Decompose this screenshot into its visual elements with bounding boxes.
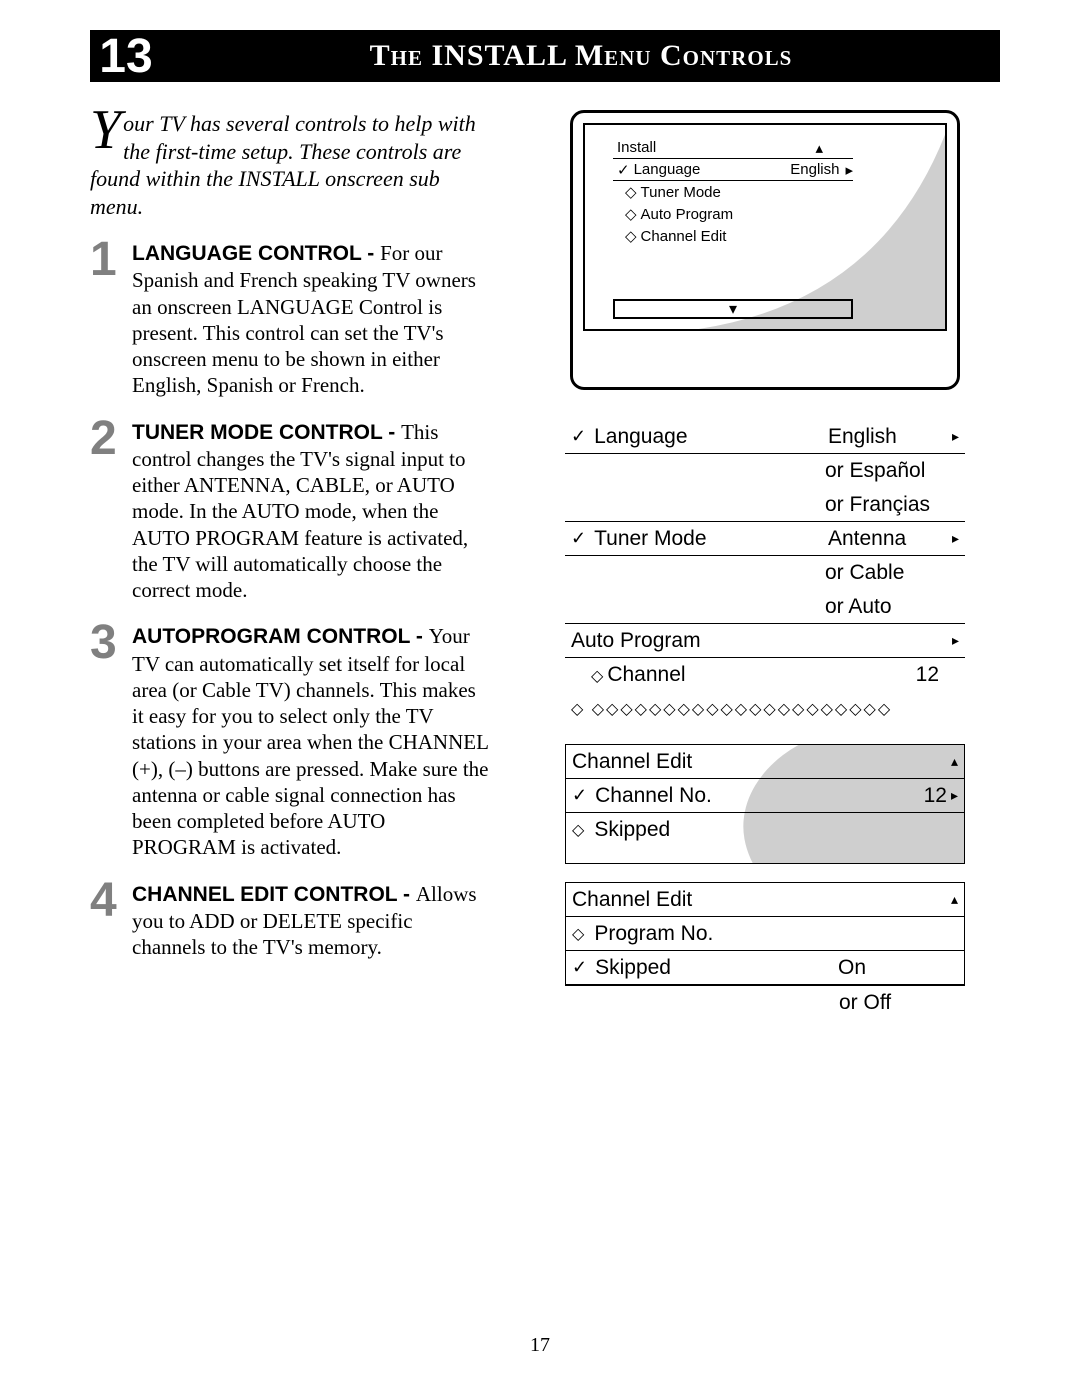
dropcap: Y — [90, 110, 123, 150]
tv-row-value: English — [790, 161, 845, 178]
right-arrow-icon: ▸ — [952, 632, 959, 649]
language-alt: or Françias — [825, 493, 945, 517]
diamond-icon: ◇ — [625, 183, 637, 201]
step-4: 4 CHANNEL EDIT CONTROL - Allows you to A… — [90, 881, 490, 961]
step-body: Your TV can automatically set itself for… — [132, 624, 488, 859]
step-title: LANGUAGE CONTROL - — [132, 242, 380, 265]
right-arrow-icon: ▸ — [845, 161, 853, 179]
tv-menu-header: Install — [613, 139, 815, 156]
step-2: 2 TUNER MODE CONTROL - This control chan… — [90, 419, 490, 604]
tuner-value: Antenna — [828, 527, 948, 551]
skipped-alt: or Off — [839, 991, 959, 1015]
text-column: Your TV has several controls to help wit… — [90, 110, 490, 1020]
channel-label: Channel — [591, 663, 686, 687]
tv-illustration: Install▴ ✓LanguageEnglish▸ ◇Tuner Mode ◇… — [570, 110, 960, 390]
channel-no-value: 12 — [924, 784, 947, 808]
step-title: AUTOPROGRAM CONTROL - — [132, 625, 429, 648]
diamond-icon: ◇ — [625, 227, 637, 245]
tv-row-label: Language — [634, 161, 701, 178]
step-title: CHANNEL EDIT CONTROL - — [132, 883, 416, 906]
channel-no-label: Channel No. — [572, 784, 924, 808]
tv-row-label: Auto Program — [641, 206, 734, 223]
step-number: 2 — [90, 419, 124, 604]
down-arrow-icon: ▾ — [729, 299, 737, 319]
section-number: 13 — [90, 30, 162, 82]
channel-edit-box-2: Channel Edit ▴ Program No. SkippedOn — [565, 882, 965, 986]
step-number: 4 — [90, 881, 124, 961]
diagram-column: Install▴ ✓LanguageEnglish▸ ◇Tuner Mode ◇… — [530, 110, 1000, 1020]
page-title: The INSTALL Menu Controls — [162, 30, 1000, 82]
step-body: This control changes the TV's signal inp… — [132, 420, 468, 603]
skipped-label: Skipped — [572, 818, 958, 842]
right-arrow-icon: ▸ — [952, 530, 959, 547]
tuner-alt: or Cable — [825, 561, 945, 585]
autoprogram-label: Auto Program — [571, 629, 948, 653]
tv-footer-bar: ▾ — [613, 299, 853, 319]
diamond-progress: ◇ ◇◇◇◇◇◇◇◇◇◇◇◇◇◇◇◇◇◇◇◇◇ — [565, 692, 965, 726]
check-icon: ✓ — [617, 161, 630, 179]
step-title: TUNER MODE CONTROL - — [132, 421, 401, 444]
step-number: 1 — [90, 240, 124, 399]
channel-edit-box-1: Channel Edit ▴ Channel No.12▸ Skipped — [565, 744, 965, 864]
diamond-icon: ◇ — [625, 205, 637, 223]
skipped-value: On — [838, 956, 958, 980]
step-3: 3 AUTOPROGRAM CONTROL - Your TV can auto… — [90, 623, 490, 860]
right-arrow-icon: ▸ — [952, 428, 959, 445]
right-arrow-icon: ▸ — [951, 787, 958, 804]
language-alt: or Español — [825, 459, 945, 483]
up-arrow-icon: ▴ — [815, 139, 853, 157]
tv-row-label: Channel Edit — [641, 228, 727, 245]
tuner-alt: or Auto — [825, 595, 945, 619]
step-1: 1 LANGUAGE CONTROL - For our Spanish and… — [90, 240, 490, 399]
tv-onscreen-menu: Install▴ ✓LanguageEnglish▸ ◇Tuner Mode ◇… — [613, 137, 853, 247]
up-arrow-icon: ▴ — [951, 891, 958, 908]
channel-edit-title: Channel Edit — [572, 750, 931, 774]
skipped-label: Skipped — [572, 956, 838, 980]
page-header: 13 The INSTALL Menu Controls — [90, 30, 1000, 82]
channel-edit-title: Channel Edit — [572, 888, 931, 912]
channel-value: 12 — [916, 663, 959, 687]
options-panel: LanguageEnglish▸ or Español or Françias … — [565, 420, 965, 1020]
language-label: Language — [571, 425, 828, 449]
up-arrow-icon: ▴ — [951, 753, 958, 770]
step-number: 3 — [90, 623, 124, 860]
intro-paragraph: Your TV has several controls to help wit… — [90, 110, 490, 220]
intro-text: our TV has several controls to help with… — [90, 111, 476, 219]
language-value: English — [828, 425, 948, 449]
tuner-label: Tuner Mode — [571, 527, 828, 551]
program-no-label: Program No. — [572, 922, 958, 946]
page-footer-number: 17 — [0, 1334, 1080, 1357]
tv-row-label: Tuner Mode — [641, 184, 721, 201]
